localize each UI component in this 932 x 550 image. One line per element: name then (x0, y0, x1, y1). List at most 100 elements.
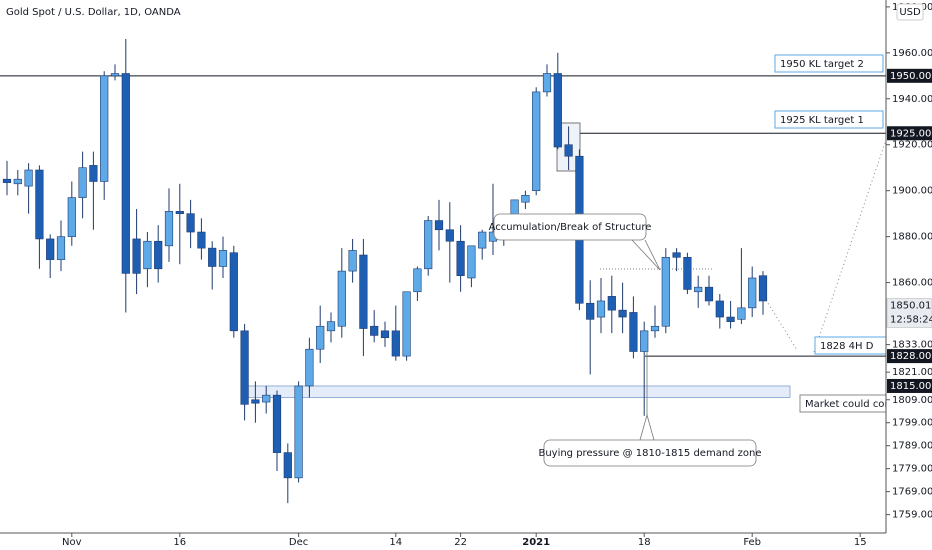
candle-body (121, 73, 130, 274)
candle-body (391, 330, 400, 357)
x-tick-label: Feb (743, 537, 761, 548)
candle-body (175, 211, 184, 214)
countdown: 12:58:24 (890, 315, 932, 326)
candle-body (348, 250, 357, 272)
candle-body (553, 73, 562, 148)
level-text: 1925 KL target 1 (780, 115, 864, 126)
y-tick-label: 1809.000 (892, 395, 932, 406)
candle-body (650, 325, 660, 332)
y-tick-label: 1900.000 (892, 186, 932, 197)
candle-body (110, 73, 120, 77)
price-label: 1815.000 (890, 381, 932, 392)
price-label-box (887, 349, 932, 364)
candle-body (100, 75, 109, 182)
y-tick-label: 1769.000 (892, 487, 932, 498)
candle-body (370, 325, 379, 336)
candle-body (640, 330, 649, 352)
price-label-box (887, 378, 932, 393)
candle-body (748, 277, 757, 309)
candle-body (683, 257, 692, 290)
candle-body (456, 240, 465, 276)
candle-body (67, 197, 76, 237)
candle-body (56, 236, 66, 260)
x-tick-label: 22 (454, 537, 467, 548)
candle-body (596, 300, 606, 318)
callout-box (493, 213, 647, 241)
candle-body (294, 385, 303, 479)
last-price-box (886, 298, 932, 328)
callout-text: Buying pressure @ 1810-1815 demand zone (538, 448, 761, 459)
x-tick-label: 18 (638, 537, 651, 548)
callout-box (543, 439, 757, 467)
y-tick-label: 1759.000 (892, 510, 932, 521)
y-tick-label: 1821.000 (892, 367, 932, 378)
candle-body (316, 325, 325, 350)
candle-body (629, 312, 638, 352)
candle-body (89, 165, 98, 182)
plot-area: Accumulation/Break of Structure Buying pr… (0, 39, 906, 504)
currency: USD (899, 7, 921, 18)
price-label-box (887, 126, 932, 141)
price-axis (886, 0, 932, 550)
candle-body (143, 240, 152, 270)
candle-body (2, 178, 12, 183)
candle-body (521, 194, 530, 203)
candle-body (337, 270, 346, 327)
candle-body (413, 268, 422, 293)
candle-body (380, 330, 390, 339)
candle-body (478, 231, 487, 249)
price-label: 1950.000 (890, 71, 932, 82)
candle-body (607, 296, 616, 311)
level-text: Market could com (805, 399, 894, 410)
candle-body (218, 250, 228, 267)
candle-body (13, 178, 22, 185)
candle-body (305, 348, 314, 387)
candle-body (35, 169, 44, 240)
candle-body (542, 73, 552, 93)
x-tick-label: 16 (173, 537, 186, 548)
candle-body (251, 399, 260, 404)
candle-body (758, 275, 768, 302)
candle-body (434, 220, 444, 231)
candle-body (78, 167, 87, 198)
x-tick-label: Dec (289, 537, 308, 548)
candle-body (132, 238, 141, 274)
candle-body (208, 247, 217, 267)
candle-body (586, 302, 595, 320)
y-tick-label: 1940.000 (892, 94, 932, 105)
candle-body (272, 394, 282, 453)
y-tick-label: 1833.000 (892, 340, 932, 351)
candle-body (715, 300, 724, 318)
demand-zone (244, 385, 791, 398)
candle-body (24, 169, 33, 187)
candle-body (46, 238, 55, 260)
chart-title: Gold Spot / U.S. Dollar, 1D, OANDA (6, 7, 181, 18)
candle-body (402, 291, 411, 357)
y-tick-label: 1880.000 (892, 232, 932, 243)
candle-body (186, 213, 195, 233)
callout-pointer (631, 239, 661, 271)
candle-body (672, 252, 681, 258)
candle-body (737, 307, 746, 320)
x-tick-label: 2021 (522, 537, 550, 548)
candle-body (154, 240, 163, 270)
x-tick-label: 14 (389, 537, 402, 548)
candle-body (424, 220, 433, 270)
y-tick-label: 1860.000 (892, 278, 932, 289)
candle-body (532, 91, 541, 191)
candle-body (726, 316, 735, 322)
y-tick-label: 1920.000 (892, 140, 932, 151)
currency-box (896, 3, 924, 21)
price-label: 1925.000 (890, 128, 932, 139)
price-label-box (887, 68, 932, 83)
candle-body (694, 286, 703, 293)
y-tick-label: 1789.000 (892, 441, 932, 452)
candle-body (164, 211, 174, 247)
candle-body (197, 231, 206, 249)
level-text: 1950 KL target 2 (780, 59, 864, 70)
candle-body (618, 309, 627, 318)
candle-body (445, 229, 454, 242)
